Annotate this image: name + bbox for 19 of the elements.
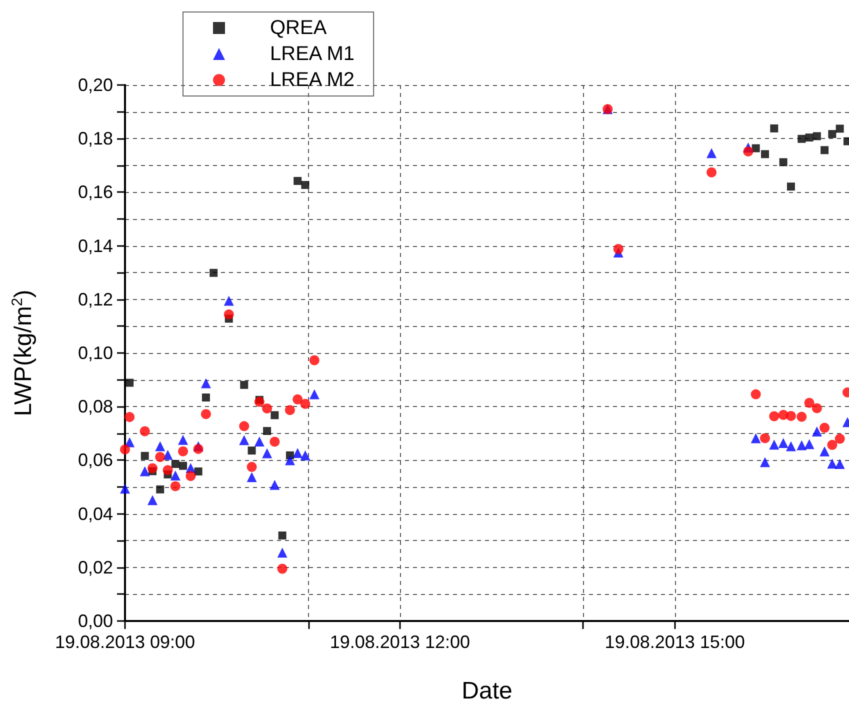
x-axis-title: Date xyxy=(462,678,512,704)
y-tick-label: 0,02 xyxy=(78,557,113,578)
legend-label: QREA xyxy=(270,17,328,39)
y-tick-label: 0,18 xyxy=(78,128,113,149)
y-tick-label: 0,14 xyxy=(78,236,113,256)
y-tick-label: 0,00 xyxy=(78,611,113,631)
y-tick-label: 0,12 xyxy=(78,289,113,310)
y-tick-label: 0,10 xyxy=(78,343,113,363)
x-tick-label: 19.08.2013 12:00 xyxy=(330,632,470,652)
legend-label: LREA M1 xyxy=(270,43,354,65)
x-tick-label: 19.08.2013 15:00 xyxy=(604,632,745,652)
y-tick-label: 0,16 xyxy=(78,182,113,202)
x-tick-label: 19.08.2013 09:00 xyxy=(54,632,196,652)
legend-label: LREA M2 xyxy=(270,69,354,91)
y-axis-title: LWP(kg/m2) xyxy=(9,290,37,416)
y-tick-label: 0,20 xyxy=(78,75,113,95)
y-tick-label: 0,08 xyxy=(78,396,113,417)
y-tick-label: 0,06 xyxy=(78,450,113,470)
y-tick-label: 0,04 xyxy=(78,504,113,524)
